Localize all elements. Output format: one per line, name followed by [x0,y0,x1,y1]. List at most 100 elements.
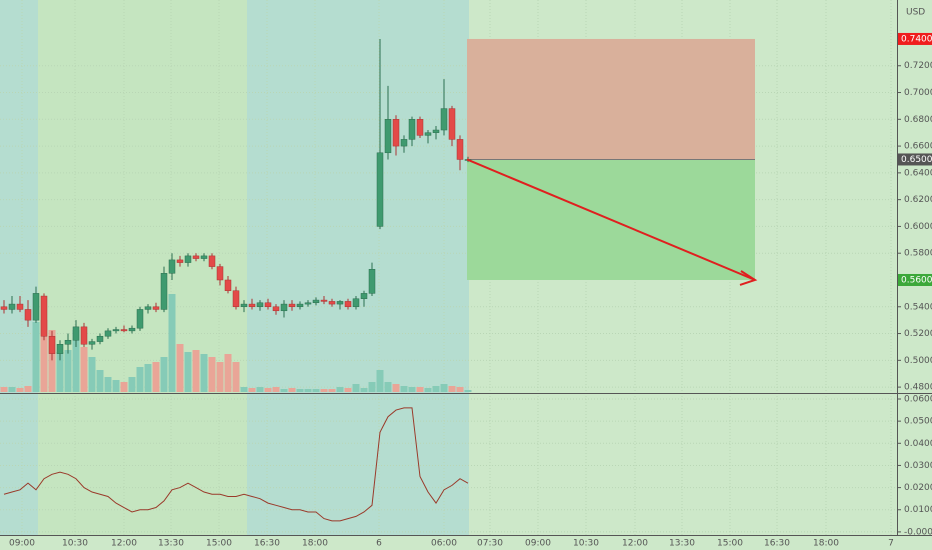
candle-body [184,255,192,263]
volume-bar [80,347,88,392]
candle-body [48,335,56,354]
x-tick-label: 07:30 [477,539,503,549]
volume-bar [64,350,72,392]
candle-body [448,108,456,140]
volume-bar [56,352,64,392]
volume-bar [136,367,144,392]
candle-body [104,330,112,337]
volume-bar [120,382,128,392]
volume-bar [144,364,152,392]
volume-bar [176,344,184,392]
candle-body [136,309,144,329]
candle-body [296,303,304,308]
volume-bar [152,362,160,392]
volume-bar [0,387,8,392]
price-tag-label: 0.5600 [901,275,932,285]
candle-body [152,306,160,310]
x-tick-label: 18:00 [813,539,839,549]
candle-body [8,303,16,310]
volume-bar [96,370,104,392]
volume-bar [288,388,296,392]
price-tag [898,273,932,286]
candle-body [456,139,464,160]
arrow [466,158,756,281]
candle-body [432,129,440,133]
candle-body [32,293,40,321]
volume-bar [312,389,320,392]
volume-bar [408,387,416,392]
candle-body [240,303,248,308]
x-tick-label: 09:00 [525,539,551,549]
volume-bar [192,350,200,392]
candle-body [392,119,400,147]
candle-body [320,299,328,302]
candle-body [344,301,352,308]
volume-bar [200,354,208,392]
volume-bar [168,294,176,392]
volume-bar [456,387,464,392]
volume-bar [256,387,264,392]
x-tick-label: 6 [376,539,382,549]
candle-body [248,303,256,308]
candle-body [440,108,448,131]
candle-body [224,279,232,291]
session-bg [247,0,469,536]
x-tick-label: 06:00 [431,539,457,549]
volume-bar [160,357,168,392]
volume-bar [48,330,56,392]
volume-bar [112,380,120,392]
candle-body [56,344,64,354]
volume-bar [376,370,384,392]
price-tag-label: 0.7400 [901,34,932,44]
candle-body [256,302,264,308]
volume-bar [224,354,232,392]
y-tick-label: 0.7200 [904,61,932,71]
x-tick-label: 13:30 [669,539,695,549]
candle-body [144,306,152,310]
candle-body [304,302,312,305]
candle-body [16,303,24,310]
volume-bar [16,388,24,392]
volume-bar [432,386,440,392]
volume-bar [240,387,248,392]
indicator-line [3,407,469,522]
x-tick-label: 15:00 [717,539,743,549]
candle-body [176,259,184,263]
candle-body [168,259,176,274]
candle-body [216,266,224,281]
x-tick-label: 15:00 [206,539,232,549]
candle-body [208,255,216,267]
volume-bar [424,388,432,392]
x-tick-label: 12:00 [111,539,137,549]
candle-body [288,303,296,308]
candle-body [400,139,408,147]
x-tick-label: 12:00 [622,539,648,549]
volume-bar [416,387,424,392]
candle-body [192,255,200,259]
x-tick-label: 10:30 [573,539,599,549]
volume-bar [248,388,256,392]
volume-bar [352,384,360,392]
x-tick-label: 10:30 [62,539,88,549]
x-tick-label: 16:30 [764,539,790,549]
candle-body [24,309,32,321]
price-tag [898,32,932,45]
volume-bar [264,388,272,392]
volume-bar [208,357,216,392]
price-tag-label: 0.6500 [901,155,932,165]
volume-bar [448,386,456,392]
